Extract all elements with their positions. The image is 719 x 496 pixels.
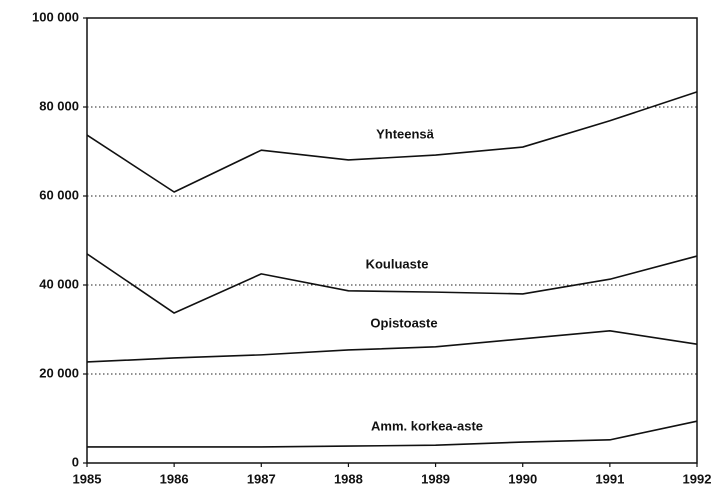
series-label: Opistoaste	[370, 315, 437, 330]
y-tick-label: 60 000	[39, 187, 79, 202]
x-tick-label: 1990	[508, 471, 537, 486]
y-tick-label: 40 000	[39, 276, 79, 291]
series-line	[87, 420, 698, 448]
y-tick-label: 80 000	[39, 98, 79, 113]
series-line	[86, 253, 698, 314]
x-tick-label: 1991	[595, 471, 624, 486]
series-line	[86, 330, 698, 363]
series-label: Amm. korkea-aste	[371, 418, 483, 433]
y-tick-label: 100 000	[32, 9, 79, 24]
x-tick-label: 1985	[73, 471, 102, 486]
x-tick-label: 1989	[421, 471, 450, 486]
x-tick-label: 1986	[160, 471, 189, 486]
x-tick-label: 1987	[247, 471, 276, 486]
x-tick-label: 1992	[683, 471, 712, 486]
x-tick-label: 1988	[334, 471, 363, 486]
series-line	[86, 91, 698, 193]
series-label: Kouluaste	[366, 256, 429, 271]
series-label: Yhteensä	[376, 126, 435, 141]
y-tick-label: 20 000	[39, 365, 79, 380]
y-tick-label: 0	[72, 454, 79, 469]
plot-frame	[86, 17, 698, 464]
